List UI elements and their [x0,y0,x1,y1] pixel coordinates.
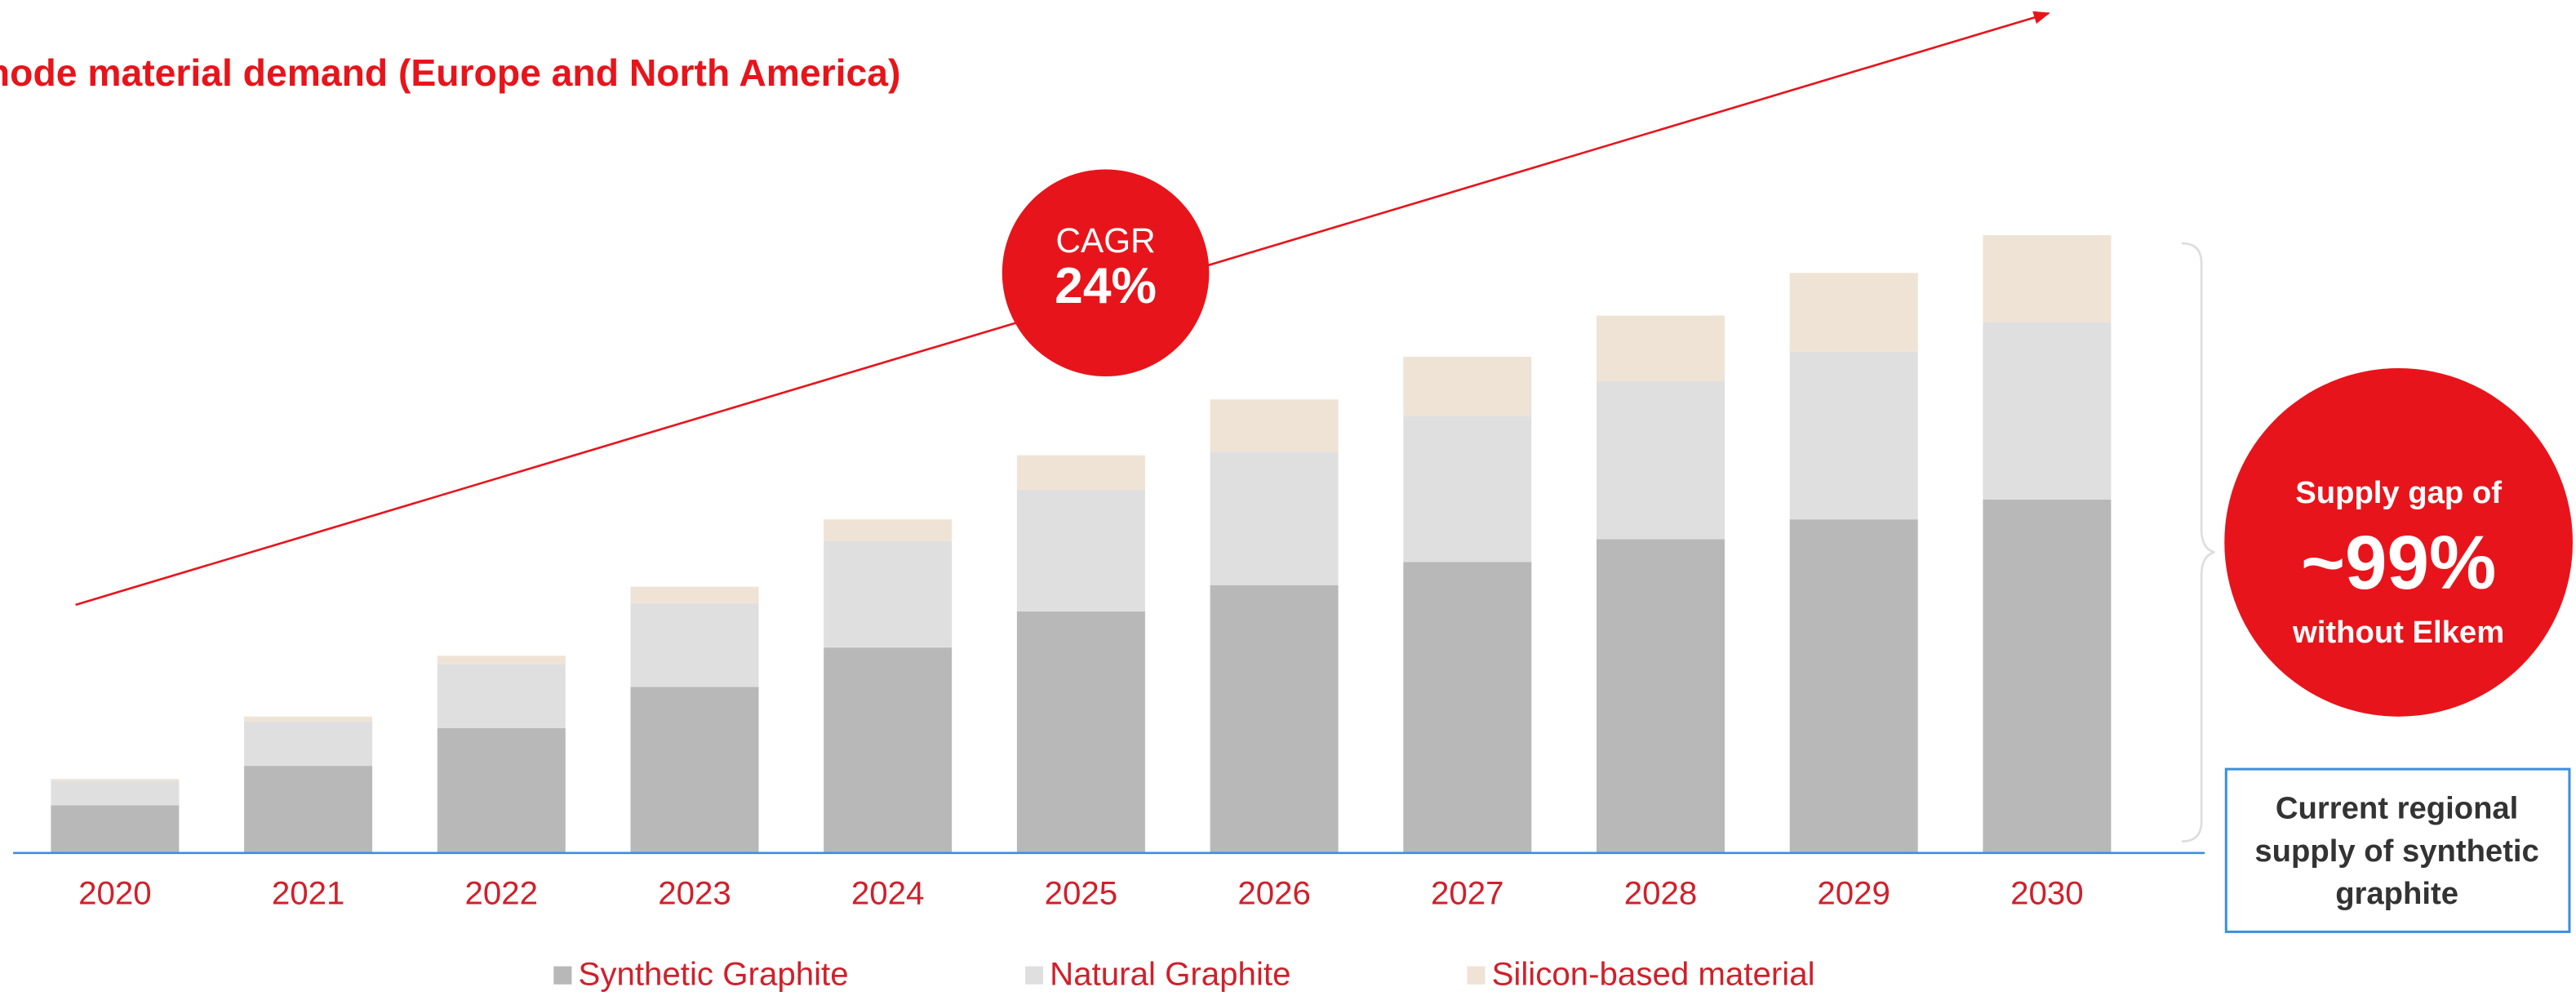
bar-segment [51,779,180,781]
cagr-value: 24% [1055,258,1157,314]
gap-circle [2224,367,2573,717]
supply-text: Current regional [2276,791,2518,826]
x-tick-label: 2028 [1624,875,1698,912]
legend-swatch [1467,966,1486,985]
cagr-label: CAGR [1056,221,1156,260]
bar-segment [1016,489,1145,611]
bar-segment [824,540,953,648]
brace [2181,242,2215,843]
cagr-circle [1002,169,1210,377]
bar-segment [1403,356,1532,416]
x-tick-label: 2021 [272,875,345,912]
bar-segment [824,519,953,541]
x-tick-label: 2030 [2010,875,2084,912]
legend-label: Synthetic Graphite [578,955,848,992]
legend: Synthetic Graphite Natural Graphite Silico… [553,955,1815,992]
bar-segment [1789,519,1918,853]
x-tick-label: 2027 [1431,875,1504,912]
supply-text: graphite [2335,876,2458,911]
x-tick-label: 2025 [1045,875,1118,912]
x-tick-label: 2022 [465,875,539,912]
bar-segment [1789,351,1918,520]
bar-segment [1016,455,1145,490]
bar-segment [1210,451,1339,585]
bar-segment [1983,322,2112,500]
x-tick-label: 2020 [78,875,152,912]
bar-segment [1210,585,1339,853]
bar-segment [51,805,180,853]
bar-segment [244,766,373,853]
bar-segment [1983,234,2112,322]
chart-title: node material demand (Europe and North A… [0,51,900,94]
bar-segment [824,647,953,853]
gap-value: ~99% [2301,520,2496,605]
legend-swatch [1024,966,1044,985]
x-tick-label: 2029 [1817,875,1890,912]
bar-segment [244,716,373,722]
x-tick-label: 2026 [1237,875,1311,912]
supply-box [2224,767,2571,933]
gap-line: Supply gap of [2295,475,2502,510]
bar-segment [51,780,180,806]
bar-segment [1596,315,1725,382]
bar-segment [1596,381,1725,540]
bar-segment [630,602,759,687]
gap-line: without Elkem [2292,615,2504,650]
bar-segment [630,586,759,603]
bar-segment [1016,611,1145,853]
x-tick-label: 2023 [658,875,731,912]
bar-segment [1210,399,1339,452]
legend-swatch [553,966,572,985]
bar-segment [437,664,566,728]
legend-label: Silicon-based material [1492,955,1815,992]
bar-segment [1596,539,1725,853]
bar-segment [1789,273,1918,352]
bars: 2020 2021 2022 2023 2024 2025 2026 2027 2028 2029… [51,234,2112,912]
supply-text: supply of synthetic [2254,834,2538,869]
bar-segment [1403,562,1532,853]
bar-segment [1403,416,1532,562]
bar-segment [437,656,566,665]
bar-segment [437,727,566,853]
legend-label: Natural Graphite [1050,955,1290,992]
x-tick-label: 2024 [851,875,925,912]
bar-segment [630,687,759,853]
bar-segment [1983,500,2112,853]
bar-segment [244,721,373,767]
